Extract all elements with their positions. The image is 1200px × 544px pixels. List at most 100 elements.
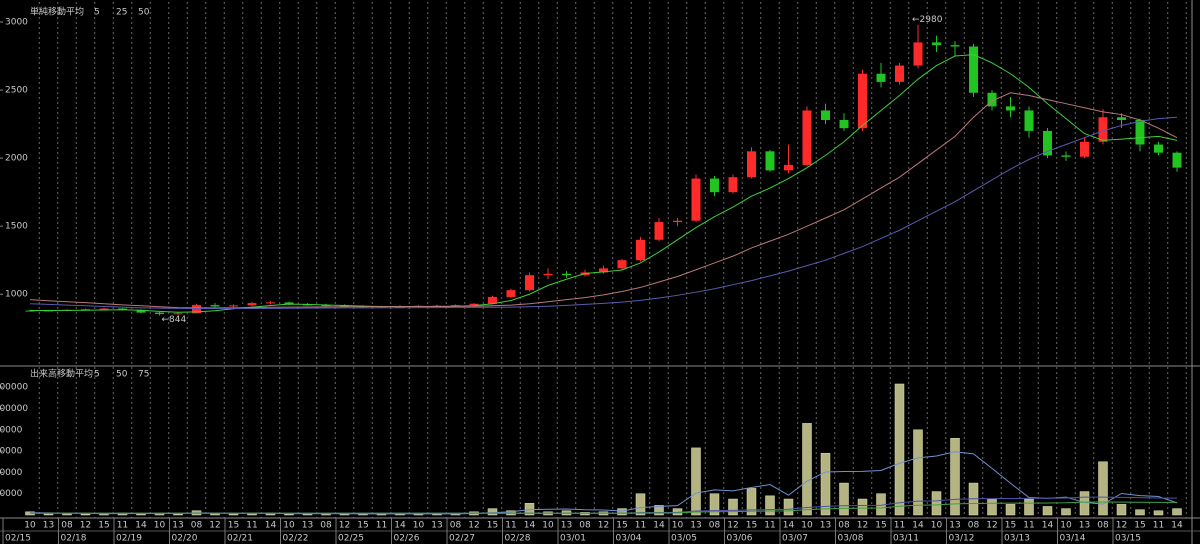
date-label: 02/22 — [283, 534, 309, 544]
x-tick-label: 13 — [561, 521, 572, 531]
x-tick-label: 11 — [376, 521, 387, 531]
x-tick-label: 15 — [616, 521, 627, 531]
volume-bar — [783, 498, 794, 516]
date-label: 02/20 — [172, 534, 198, 544]
x-tick-label: 10 — [154, 521, 166, 531]
candle-body — [321, 305, 331, 307]
date-label: 03/01 — [560, 534, 586, 544]
volume-bar — [1042, 506, 1053, 516]
candle-body — [913, 42, 923, 66]
x-tick-label: 11 — [246, 521, 257, 531]
candle-body — [1061, 155, 1071, 157]
candle-body — [1172, 152, 1182, 168]
ma-line — [29, 451, 1178, 515]
candle-body — [1098, 117, 1108, 142]
volume-bar — [1005, 504, 1016, 516]
date-label: 02/18 — [61, 534, 87, 544]
x-tick-label: 14 — [1042, 521, 1054, 531]
candle-body — [118, 308, 127, 310]
volume-bar — [987, 498, 997, 516]
date-label: 03/12 — [949, 534, 975, 544]
date-label: 03/14 — [1060, 534, 1086, 544]
volume-bar — [950, 438, 960, 516]
x-tick-label: 08 — [579, 521, 591, 531]
volume-bar — [802, 423, 812, 516]
candle-body — [876, 73, 886, 82]
candle-body — [839, 120, 849, 129]
x-tick-label: 15 — [357, 521, 368, 531]
legend-entry: 5 — [94, 8, 100, 18]
volume-bar — [1061, 508, 1071, 516]
candle-body — [858, 73, 867, 129]
volume-bar — [173, 513, 183, 516]
x-tick-label: 15 — [1005, 521, 1016, 531]
x-tick-label: 08 — [1097, 521, 1109, 531]
x-tick-label: 13 — [820, 521, 831, 531]
date-label: 02/19 — [116, 534, 142, 544]
volume-bar — [284, 513, 294, 516]
x-tick-label: 12 — [468, 521, 479, 531]
candle-body — [173, 313, 183, 315]
date-label: 02/26 — [394, 534, 420, 544]
x-tick-label: 10 — [283, 521, 295, 531]
legend-title: 出来高移動平均 — [30, 368, 93, 380]
x-tick-label: 12 — [1116, 521, 1127, 531]
x-tick-label: 10 — [413, 521, 425, 531]
volume-bar — [839, 482, 849, 516]
x-tick-label: 10 — [931, 521, 943, 531]
x-tick-label: 08 — [968, 521, 980, 531]
x-tick-label: 14 — [394, 521, 406, 531]
y-tick-label: 1500 — [5, 222, 28, 232]
date-label: 02/28 — [505, 534, 531, 544]
candle-body — [802, 110, 812, 165]
volume-bar — [820, 452, 831, 516]
date-label: 02/25 — [338, 534, 364, 544]
x-tick-label: 14 — [653, 521, 665, 531]
y-tick-label: 1000000 — [0, 404, 28, 414]
candle-body — [673, 220, 682, 223]
x-tick-label: 11 — [505, 521, 516, 531]
x-tick-label: 12 — [986, 521, 997, 531]
date-label: 03/15 — [1115, 534, 1141, 544]
candle-body — [1154, 144, 1163, 153]
date-label: 03/08 — [838, 534, 864, 544]
candle-body — [765, 151, 775, 171]
candle-body — [525, 275, 534, 291]
x-tick-label: 08 — [320, 521, 332, 531]
x-tick-label: 10 — [24, 521, 36, 531]
volume-bar — [617, 508, 627, 516]
y-tick-label: 800000 — [0, 425, 23, 435]
volume-bar — [654, 505, 664, 516]
x-tick-label: 14 — [912, 521, 924, 531]
candle-body — [599, 268, 608, 273]
date-label: 02/15 — [5, 534, 31, 544]
date-label: 02/21 — [227, 534, 253, 544]
x-tick-label: 08 — [61, 521, 73, 531]
candle-body — [136, 309, 146, 313]
x-tick-label: 12 — [598, 521, 609, 531]
volume-bar — [1098, 461, 1108, 516]
x-tick-label: 13 — [1079, 521, 1090, 531]
volume-bar — [228, 513, 239, 516]
x-tick-label: 12 — [339, 521, 350, 531]
x-tick-label: 15 — [487, 521, 498, 531]
ma-line — [29, 92, 1178, 309]
x-tick-label: 14 — [1171, 521, 1183, 531]
date-label: 03/04 — [616, 534, 642, 544]
legend-entry: 75 — [138, 370, 149, 380]
x-tick-label: 11 — [117, 521, 128, 531]
volume-bar — [913, 429, 923, 516]
volume-bar — [765, 495, 775, 516]
candle-body — [617, 260, 627, 269]
x-tick-label: 08 — [838, 521, 850, 531]
candle-body — [229, 305, 238, 307]
volume-bar — [80, 513, 91, 516]
x-tick-label: 15 — [1134, 521, 1145, 531]
volume-bar — [339, 513, 350, 516]
candle-body — [987, 92, 997, 107]
candle-body — [821, 110, 830, 121]
x-tick-label: 10 — [801, 521, 813, 531]
x-tick-label: 15 — [98, 521, 109, 531]
x-tick-label: 10 — [542, 521, 554, 531]
y-tick-label: 1200000 — [0, 383, 28, 393]
